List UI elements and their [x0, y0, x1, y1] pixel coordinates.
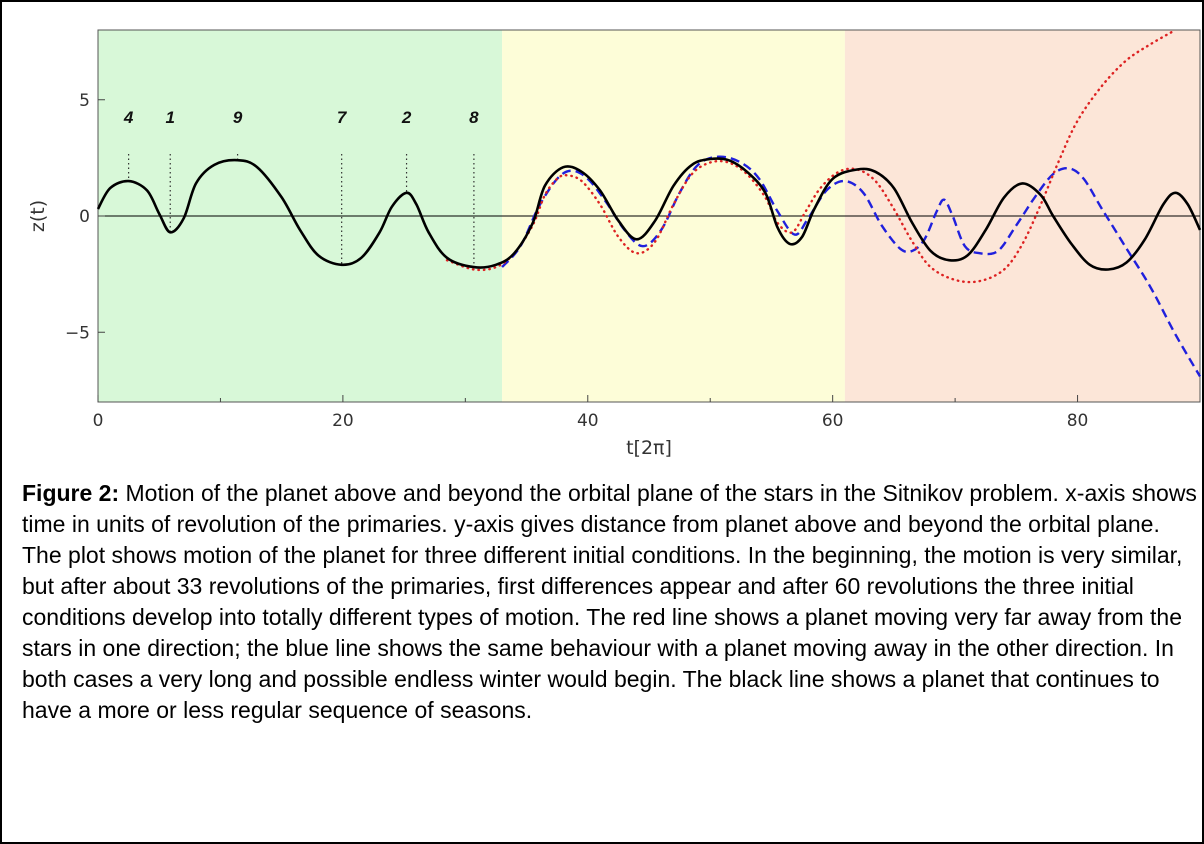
series-line-solid: [96, 157, 1202, 271]
x-tick-label: 0: [93, 411, 104, 431]
x-tick-label: 80: [1067, 411, 1089, 431]
marker-label-7: 7: [337, 108, 348, 127]
x-tick-label: 40: [577, 411, 599, 431]
y-tick-label: 0: [79, 207, 90, 227]
figure-caption: Figure 2: Motion of the planet above and…: [22, 478, 1198, 726]
caption-label: Figure 2:: [22, 480, 120, 506]
y-axis-label: z(t): [27, 200, 49, 232]
y-tick-label: 5: [79, 91, 90, 111]
x-tick-label: 60: [822, 411, 844, 431]
marker-label-2: 2: [401, 108, 412, 127]
marker-label-8: 8: [469, 108, 479, 127]
series-lines: [96, 28, 1202, 378]
series-line-dashed: [501, 155, 1202, 378]
marker-label-1: 1: [166, 108, 175, 127]
x-tick-label: 20: [332, 411, 354, 431]
x-axis-label: t[2π]: [626, 437, 672, 459]
marker-label-4: 4: [123, 108, 134, 127]
y-tick-label: −5: [65, 323, 90, 343]
chart: 0 20 40 60 80 −5 0 5 4 1 9 7 2 8 t[2π] z(t): [27, 28, 1202, 459]
series-line-dotted: [445, 28, 1177, 284]
marker-label-9: 9: [233, 108, 243, 127]
axis-ticks: 0 20 40 60 80 −5 0 5: [65, 91, 1088, 431]
caption-text: Motion of the planet above and beyond th…: [22, 480, 1197, 723]
marker-lines: 4 1 9 7 2 8: [123, 108, 479, 265]
